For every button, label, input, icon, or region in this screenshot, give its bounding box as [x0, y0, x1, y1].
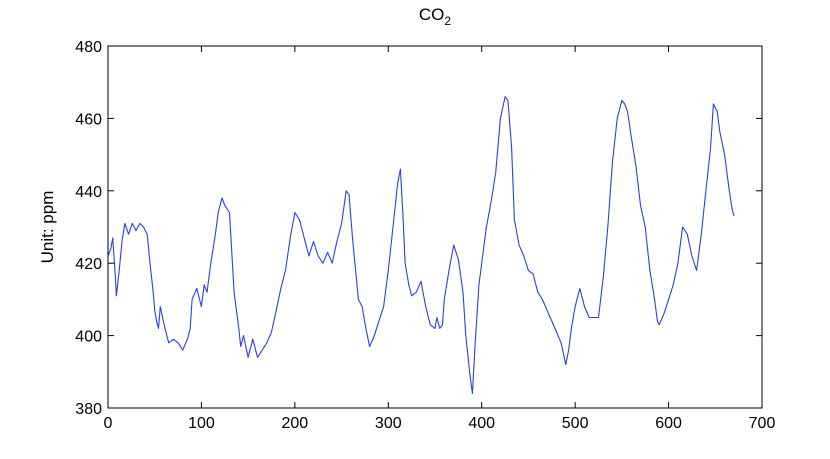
y-tick-label: 460	[75, 111, 102, 128]
y-tick-labels: 380 400 420 440 460 480	[75, 39, 102, 418]
x-tick-label: 500	[562, 415, 589, 432]
y-tick-label: 440	[75, 184, 102, 201]
chart-title-main: CO	[419, 5, 445, 24]
chart-title-subscript: 2	[444, 14, 451, 28]
x-tick-label: 100	[188, 415, 215, 432]
series-layer	[107, 96, 735, 395]
x-tick-label: 600	[655, 415, 682, 432]
y-tick-label: 380	[75, 401, 102, 418]
x-tick-label: 700	[749, 415, 776, 432]
plot-area	[108, 46, 762, 408]
x-tick-label: 0	[104, 415, 113, 432]
y-axis-label: Unit: ppm	[38, 191, 57, 264]
x-tick-label: 200	[282, 415, 309, 432]
x-tick-label: 400	[468, 415, 495, 432]
x-tick-label: 300	[375, 415, 402, 432]
y-tick-label: 400	[75, 329, 102, 346]
y-tick-label: 480	[75, 39, 102, 56]
plot-frame	[107, 45, 763, 409]
y-tick-label: 420	[75, 256, 102, 273]
series-line	[107, 96, 735, 395]
chart-title: CO2	[419, 5, 452, 28]
x-tick-labels: 0 100 200 300 400 500 600 700	[104, 415, 776, 432]
